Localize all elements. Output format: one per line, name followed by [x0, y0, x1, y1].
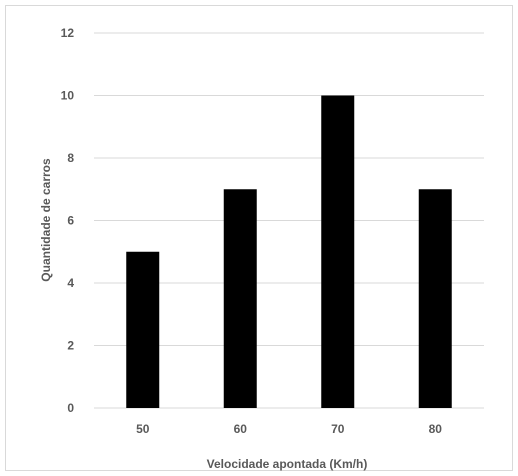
y-tick-label: 0: [67, 401, 74, 415]
y-axis-label: Quantidade de carros: [39, 158, 53, 282]
bar-50: [126, 251, 160, 408]
y-axis-ticks: 0 2 4 6 8 10 12: [61, 26, 75, 415]
x-axis-ticks: 50 60 70 80: [136, 422, 442, 436]
x-tick-label: 60: [234, 422, 248, 436]
bar-80: [418, 189, 452, 408]
y-tick-label: 4: [67, 276, 74, 290]
bar-60: [223, 189, 257, 408]
y-tick-label: 12: [61, 26, 75, 40]
bars: [126, 95, 452, 408]
x-tick-label: 80: [429, 422, 443, 436]
x-tick-label: 50: [136, 422, 150, 436]
y-tick-label: 10: [61, 89, 75, 103]
bar-70: [321, 95, 355, 408]
y-tick-label: 2: [67, 339, 74, 353]
x-tick-label: 70: [331, 422, 345, 436]
x-axis-label: Velocidade apontada (Km/h): [207, 457, 368, 471]
y-tick-label: 6: [67, 214, 74, 228]
y-tick-label: 8: [67, 151, 74, 165]
